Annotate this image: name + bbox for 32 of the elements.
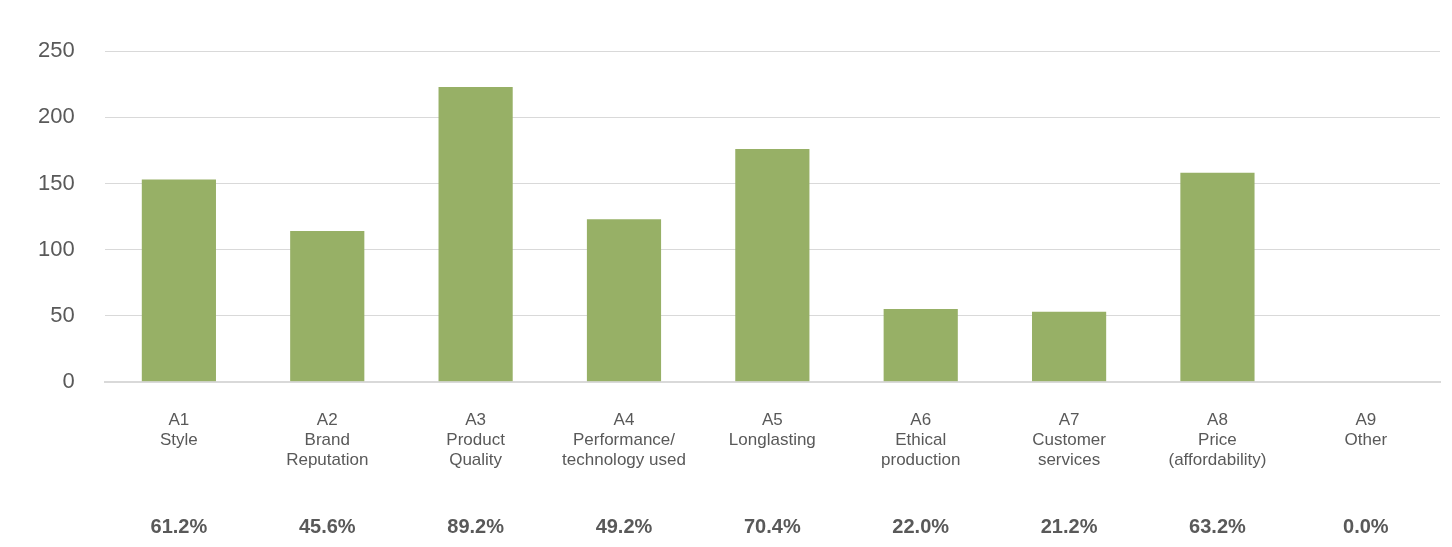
bar: [586, 219, 662, 382]
x-tick-label: A4 Performance/ technology used: [562, 409, 686, 470]
y-tick-label: 100: [37, 235, 75, 261]
bar: [141, 179, 216, 382]
bar: [883, 309, 958, 382]
text: 45.6%: [298, 514, 356, 537]
x-tick-label: A1 Style: [159, 409, 198, 450]
text: 70.4%: [743, 514, 801, 537]
x-tick-label: A8 Price (affordability): [1168, 409, 1267, 470]
bar: [1180, 172, 1255, 382]
text: 89.2%: [447, 514, 505, 537]
bar: [735, 149, 810, 382]
text: 21.2%: [1040, 514, 1098, 537]
bar: [1031, 311, 1107, 382]
text: 49.2%: [595, 514, 653, 537]
text: 0.0%: [1343, 514, 1389, 537]
y-tick-label: 150: [37, 169, 75, 195]
x-tick-label: A3 Product Quality: [446, 409, 506, 470]
y-tick-label: 200: [37, 103, 75, 129]
y-tick-label: 250: [37, 37, 75, 63]
x-tick-label: A7 Customer services: [1032, 409, 1107, 470]
text: 63.2%: [1189, 514, 1247, 537]
text: 61.2%: [150, 514, 208, 537]
x-tick-label: A2 Brand Reputation: [286, 409, 369, 470]
bar: [290, 231, 365, 382]
text: 22.0%: [892, 514, 950, 537]
bar: [438, 86, 513, 382]
y-tick-label: 0: [62, 367, 75, 393]
x-tick-label: A5 Longlasting: [728, 409, 816, 450]
x-tick-label: A6 Ethical production: [881, 409, 961, 470]
y-tick-label: 50: [50, 301, 75, 327]
x-tick-label: A9 Other: [1344, 409, 1388, 450]
